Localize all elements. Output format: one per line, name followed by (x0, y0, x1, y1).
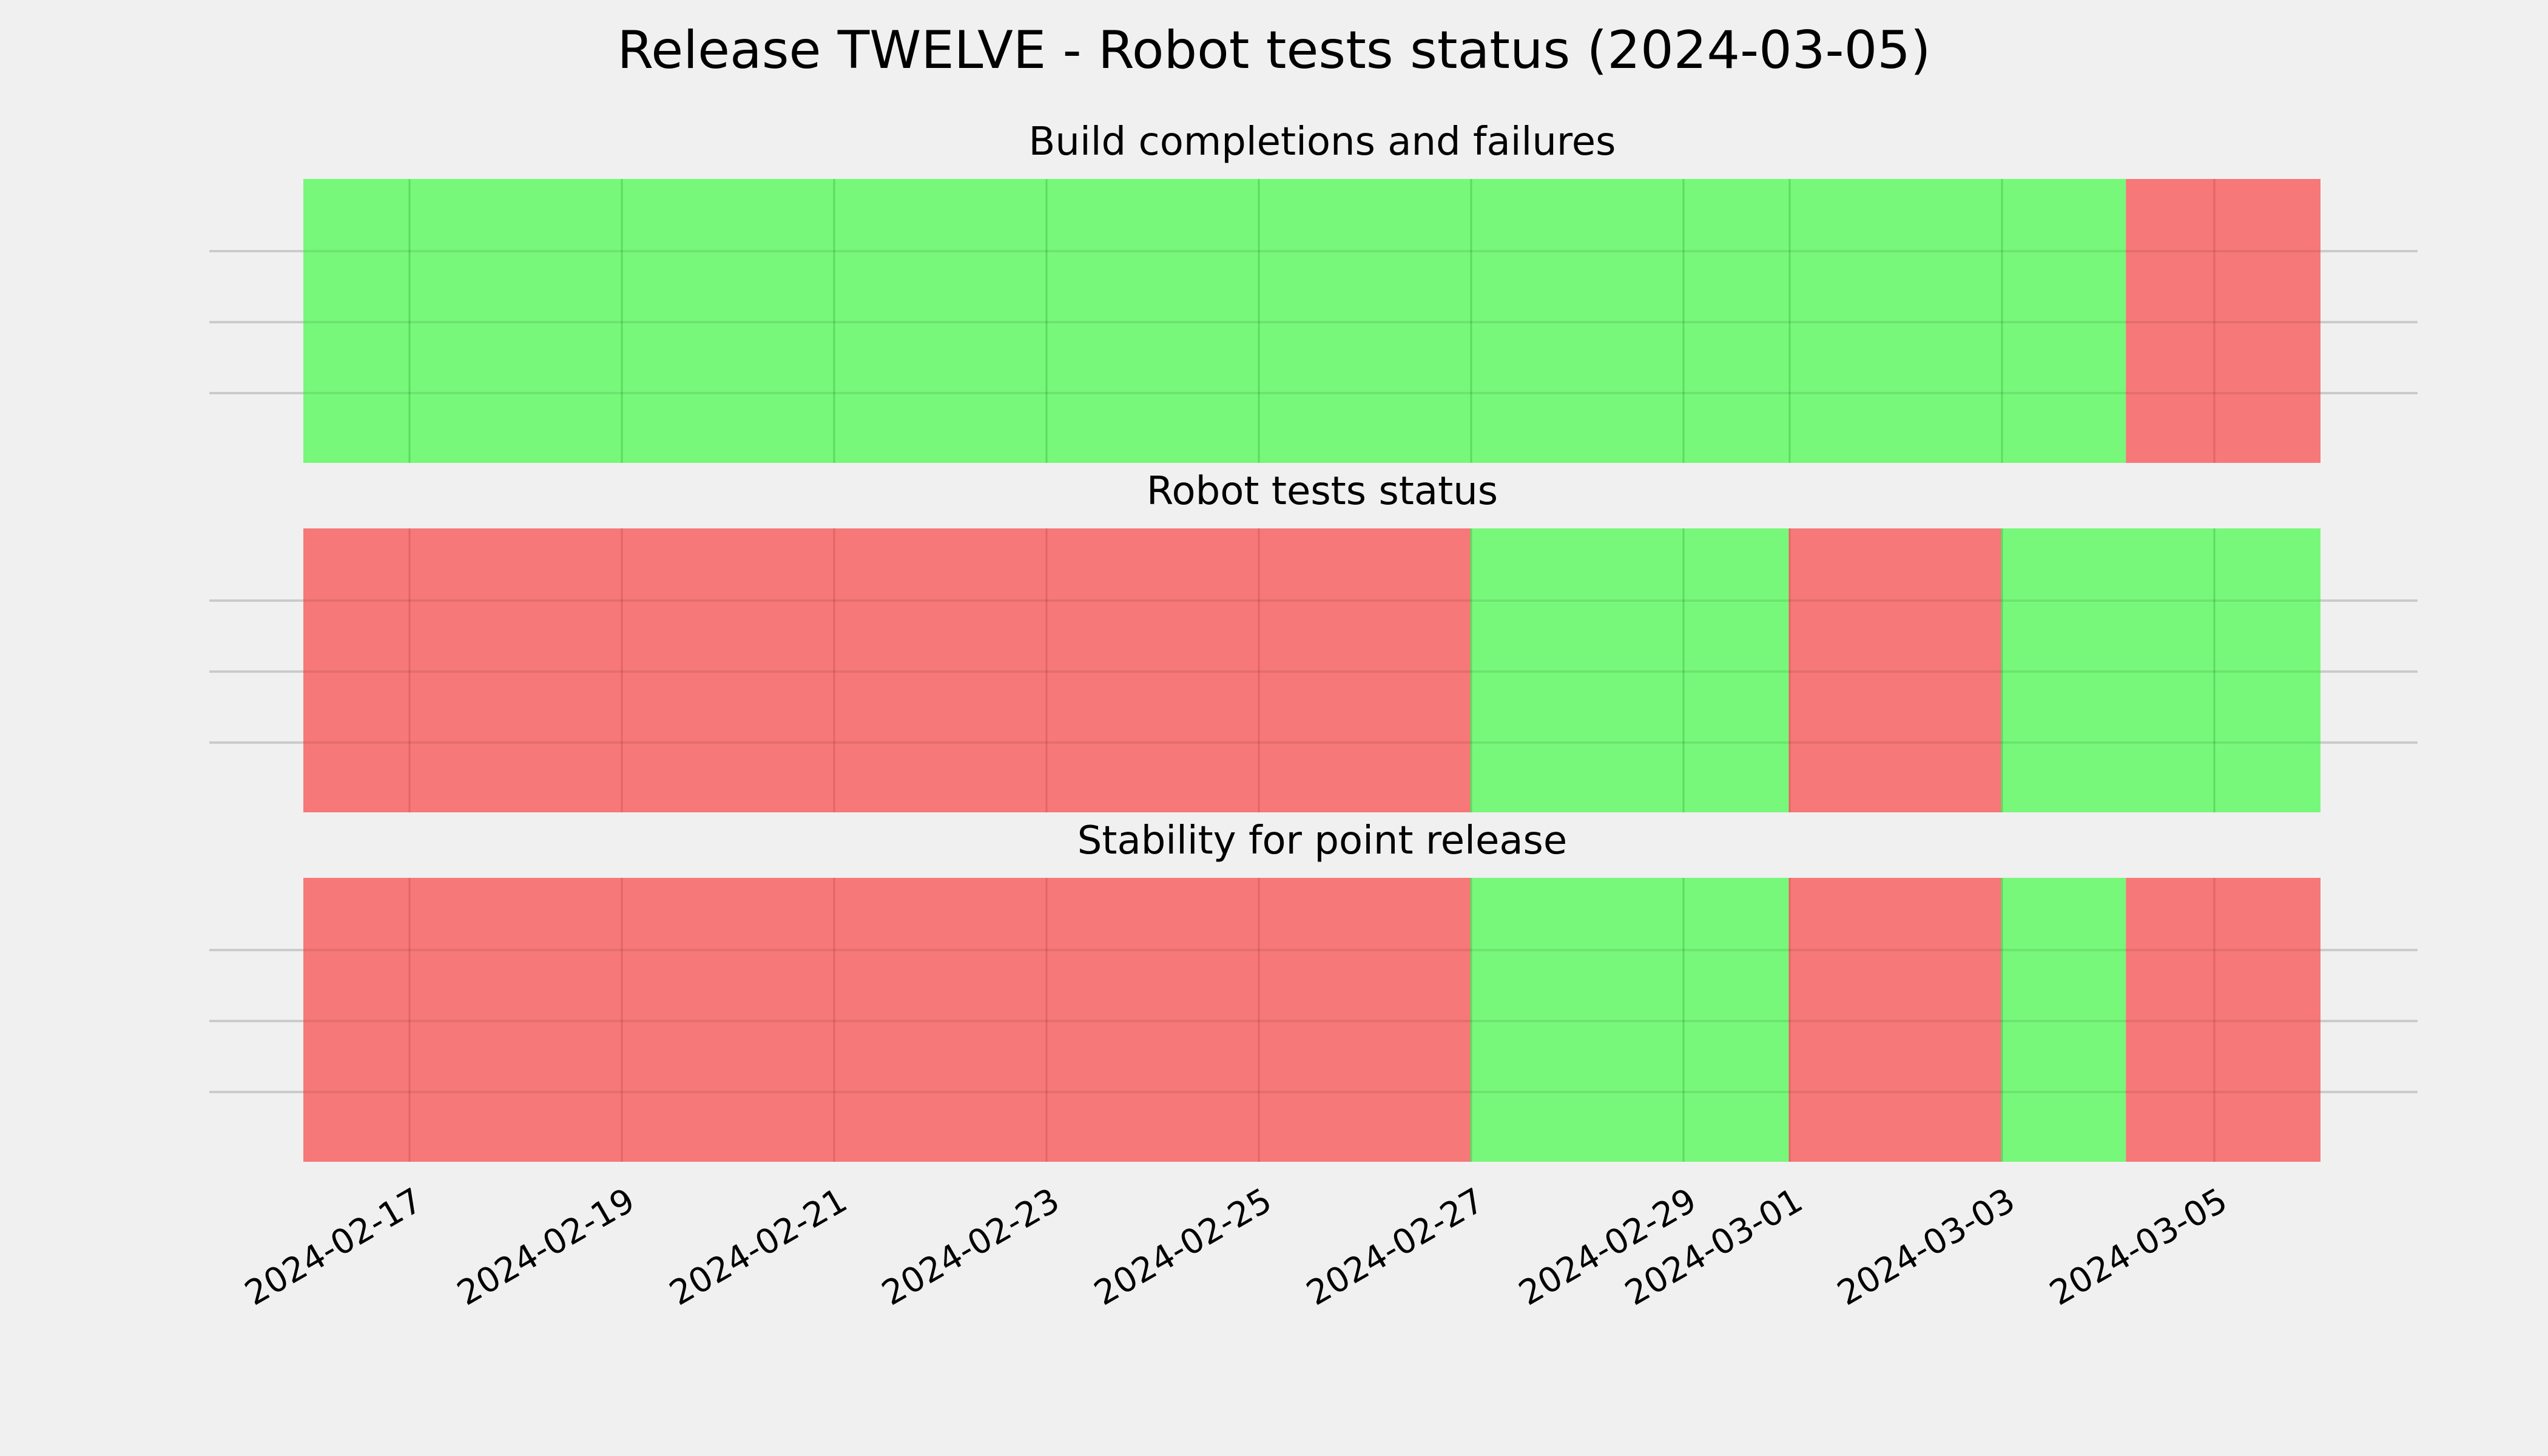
panel-title: Stability for point release (1077, 818, 1568, 863)
x-tick-label: 2024-03-03 (1831, 1181, 2021, 1313)
status-segment-pass (1471, 878, 1790, 1162)
status-segment-pass (1471, 528, 1790, 812)
status-segment-fail (2126, 878, 2320, 1162)
panel-1: Build completions and failures (209, 120, 2418, 463)
panel-title: Build completions and failures (1029, 120, 1616, 164)
status-segment-fail (1790, 528, 2002, 812)
x-axis-ticks: 2024-02-17 2024-02-19 2024-02-21 2024-02-23… (238, 1181, 2234, 1313)
panel-3: Stability for point release (209, 818, 2418, 1162)
status-segment-fail (2126, 179, 2320, 463)
status-segment-fail (1790, 878, 2002, 1162)
status-segment-fail (303, 878, 1471, 1162)
x-tick-label: 2024-02-23 (875, 1181, 1066, 1313)
panel-2: Robot tests status (209, 469, 2418, 812)
panels: Build completions and failures Robot test… (209, 120, 2418, 1162)
x-tick-label: 2024-02-25 (1088, 1181, 1278, 1313)
x-tick-label: 2024-02-19 (451, 1181, 641, 1313)
status-segment-pass (2002, 528, 2320, 812)
chart-title: Release TWELVE - Robot tests status (202… (617, 20, 1930, 81)
x-tick-label: 2024-02-27 (1300, 1181, 1491, 1313)
x-tick-label: 2024-03-05 (2043, 1181, 2234, 1313)
status-segment-fail (303, 528, 1471, 812)
x-tick-label: 2024-02-17 (238, 1181, 429, 1313)
status-segment-pass (303, 179, 2126, 463)
x-tick-label: 2024-02-21 (663, 1181, 854, 1313)
status-segment-pass (2002, 878, 2126, 1162)
panel-title: Robot tests status (1147, 469, 1498, 514)
